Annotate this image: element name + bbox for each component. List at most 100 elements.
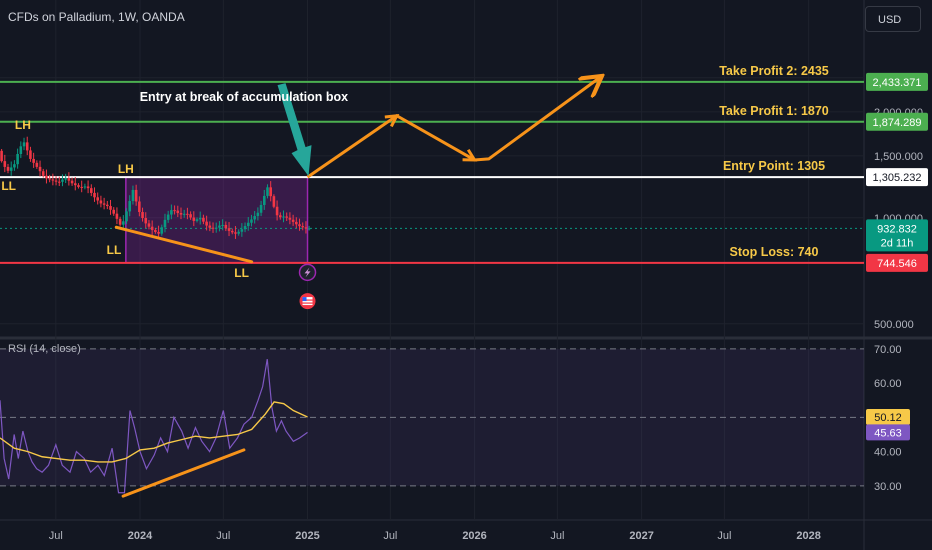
candle-body xyxy=(48,178,51,180)
rsi-tick-label: 70.00 xyxy=(874,344,902,356)
candle-body xyxy=(256,212,260,217)
candle-body xyxy=(89,188,93,193)
entry-point-price-tag-label: 1,305.232 xyxy=(873,172,922,184)
candle-body xyxy=(246,222,250,227)
candle-body xyxy=(291,219,295,222)
candle-body xyxy=(259,204,263,213)
candle-body xyxy=(32,158,35,163)
candle-body xyxy=(57,181,61,183)
x-tick-label: Jul xyxy=(550,530,564,542)
rsi-divergence-line[interactable] xyxy=(121,448,246,498)
take-profit-1-price-tag xyxy=(866,112,928,131)
candle-body xyxy=(208,225,212,228)
price-support-line[interactable] xyxy=(114,225,254,264)
candle-body xyxy=(144,218,148,224)
stop-loss-label: Stop Loss: 740 xyxy=(730,245,819,259)
accumulation-box[interactable] xyxy=(125,176,309,264)
candle-body xyxy=(67,178,71,181)
take-profit-2-label: Take Profit 2: 2435 xyxy=(719,64,829,78)
swing-label-ll: LL xyxy=(1,179,16,193)
candle-body xyxy=(115,213,119,219)
take-profit-2-price-tag-label: 2,433.371 xyxy=(873,77,922,89)
stop-loss-price-tag xyxy=(866,253,928,272)
chart-title: CFDs on Palladium, 1W, OANDA xyxy=(8,10,185,24)
candle-body xyxy=(195,219,199,221)
x-tick-label: 2024 xyxy=(128,530,153,542)
x-tick-label: 2026 xyxy=(462,530,486,542)
candle-body xyxy=(170,210,173,215)
candle-body xyxy=(304,227,308,229)
take-profit-1-label: Take Profit 1: 1870 xyxy=(719,104,829,118)
candle-body xyxy=(214,227,218,229)
candle-body xyxy=(80,186,83,188)
candle-body xyxy=(134,189,138,202)
candle-body xyxy=(202,217,205,222)
flag-canton xyxy=(302,297,307,302)
candle-body xyxy=(22,142,26,147)
candle-body xyxy=(54,180,58,182)
entry-annotation: Entry at break of accumulation box xyxy=(140,90,348,104)
rsi-rsi-value-tag xyxy=(866,424,910,441)
candle-body xyxy=(73,183,77,186)
candle-body xyxy=(205,221,208,226)
currency-selector-button[interactable]: USD xyxy=(865,6,921,32)
candle-body xyxy=(266,187,269,196)
rsi-tick-label: 40.00 xyxy=(874,447,902,459)
current-price-tag xyxy=(866,219,928,252)
lightning-glyph xyxy=(304,267,311,278)
swing-label-lh: LH xyxy=(15,118,31,132)
candle-body xyxy=(93,192,96,198)
x-tick-label: Jul xyxy=(717,530,731,542)
candle-body xyxy=(38,166,42,172)
candle-body xyxy=(83,186,87,188)
candle-body xyxy=(288,217,292,220)
x-tick-label: 2027 xyxy=(629,530,653,542)
candle-body xyxy=(301,226,305,228)
candle-body xyxy=(154,230,157,232)
candle-body xyxy=(3,161,7,167)
candle-body xyxy=(77,185,80,187)
candle-body xyxy=(218,225,221,228)
entry-point-price-tag xyxy=(866,168,928,187)
rsi-ma-value-label: 50.12 xyxy=(874,412,902,424)
candle-body xyxy=(141,212,144,219)
take-profit-2-price-tag xyxy=(866,72,928,91)
candle-body xyxy=(25,142,29,151)
candle-body xyxy=(19,146,23,154)
candle-body xyxy=(64,178,67,180)
candle-body xyxy=(160,227,164,234)
candle-body xyxy=(112,209,116,214)
entry-callout-arrow[interactable] xyxy=(277,83,312,177)
candle-body xyxy=(240,229,244,232)
rsi-tick-label: 60.00 xyxy=(874,378,902,390)
candle-body xyxy=(0,150,3,162)
candle-body xyxy=(250,219,253,223)
candle-body xyxy=(96,197,100,201)
take-profit-1-price-tag-label: 1,874.289 xyxy=(873,117,922,129)
swing-label-ll: LL xyxy=(107,243,122,257)
candle-body xyxy=(179,213,183,215)
candle-body xyxy=(122,221,125,225)
candle-body xyxy=(35,162,39,167)
candle-body xyxy=(106,204,109,207)
candle-body xyxy=(163,219,167,228)
candle-body xyxy=(243,226,247,230)
candle-body xyxy=(173,210,176,212)
rsi-ma-line[interactable] xyxy=(0,401,308,463)
rsi-line[interactable] xyxy=(0,359,308,494)
current-price-tag-label: 932.832 xyxy=(877,223,917,235)
candle-body xyxy=(227,228,231,231)
projection-arrow-head xyxy=(384,113,400,128)
entry-point-label: Entry Point: 1305 xyxy=(723,159,825,173)
candle-body xyxy=(13,164,16,168)
candle-body xyxy=(211,227,215,229)
candle-body xyxy=(295,221,298,225)
x-tick-label: Jul xyxy=(216,530,230,542)
candle-body xyxy=(45,175,48,179)
x-tick-label: 2025 xyxy=(295,530,319,542)
candle-body xyxy=(182,213,186,215)
rsi-indicator-title[interactable]: RSI (14, close) xyxy=(8,343,81,355)
